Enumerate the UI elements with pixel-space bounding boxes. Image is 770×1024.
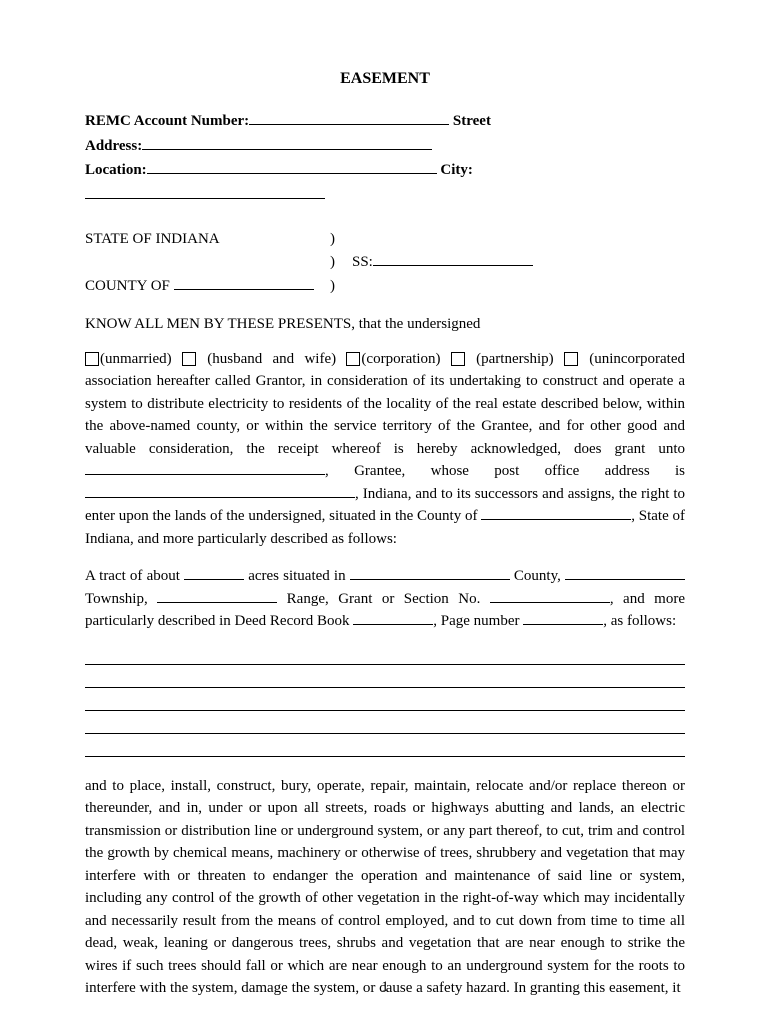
paren-1: ) <box>330 228 352 251</box>
document-title: EASEMENT <box>85 70 685 88</box>
address-blank[interactable] <box>142 135 432 150</box>
range-blank[interactable] <box>157 588 277 603</box>
township-blank[interactable] <box>565 566 685 581</box>
tract-a: A tract of about <box>85 568 184 584</box>
section-blank[interactable] <box>490 588 610 603</box>
tract-e: Range, Grant or Section No. <box>277 591 490 607</box>
checkbox-trailing[interactable] <box>564 352 578 366</box>
ss-blank[interactable] <box>373 251 533 266</box>
address-label: Address: <box>85 138 142 154</box>
tract-g: , Page number <box>433 613 523 629</box>
checkbox-husband-wife[interactable] <box>182 352 196 366</box>
county-row: COUNTY OF <box>85 275 330 298</box>
county-blank[interactable] <box>174 275 314 290</box>
jurat-spacer <box>85 251 330 274</box>
tract-b: acres situated in <box>244 568 350 584</box>
page-number: 1 <box>0 979 770 996</box>
location-label: Location: <box>85 162 147 178</box>
grantee-blank[interactable] <box>85 461 325 476</box>
location-blank[interactable] <box>147 160 437 175</box>
intro-line: KNOW ALL MEN BY THESE PRESENTS, that the… <box>85 316 685 333</box>
desc-line-4[interactable] <box>85 717 685 734</box>
city-label: City: <box>437 162 473 178</box>
desc-line-2[interactable] <box>85 671 685 688</box>
county-label: COUNTY OF <box>85 278 174 294</box>
county2-blank[interactable] <box>481 506 631 521</box>
desc-line-3[interactable] <box>85 694 685 711</box>
opt-unmarried: (unmarried) <box>100 351 182 367</box>
tract-c: County, <box>510 568 565 584</box>
desc-line-1[interactable] <box>85 648 685 665</box>
checkbox-unmarried[interactable] <box>85 352 99 366</box>
easement-body: and to place, install, construct, bury, … <box>85 775 685 1000</box>
tract-d: Township, <box>85 591 157 607</box>
street-label: Street <box>449 113 491 129</box>
tract-h: , as follows: <box>603 613 676 629</box>
header-block: REMC Account Number: Street Address: Loc… <box>85 110 685 206</box>
remc-label: REMC Account Number: <box>85 113 249 129</box>
page-blank[interactable] <box>523 611 603 626</box>
opt-husband-wife: (husband and wife) <box>197 351 346 367</box>
grantor-para: (unmarried) (husband and wife) (corporat… <box>85 348 685 551</box>
city-blank[interactable] <box>85 184 325 199</box>
state-label: STATE OF INDIANA <box>85 228 330 251</box>
acres-blank[interactable] <box>184 566 244 581</box>
jurat-block: STATE OF INDIANA ) ) SS: COUNTY OF ) <box>85 228 685 298</box>
po-blank[interactable] <box>85 483 355 498</box>
remc-blank[interactable] <box>249 111 449 126</box>
para1-b: , Grantee, whose post office address is <box>325 463 685 479</box>
paren-2: ) <box>330 251 352 274</box>
paren-3: ) <box>330 275 352 298</box>
situated-blank[interactable] <box>350 566 510 581</box>
desc-line-5[interactable] <box>85 740 685 757</box>
document-page: EASEMENT REMC Account Number: Street Add… <box>0 0 770 1024</box>
book-blank[interactable] <box>353 611 433 626</box>
checkbox-partnership[interactable] <box>451 352 465 366</box>
ss-label: SS: <box>352 251 373 274</box>
description-lines <box>85 648 685 757</box>
opt-corporation: (corporation) <box>361 351 450 367</box>
tract-para: A tract of about acres situated in Count… <box>85 565 685 633</box>
checkbox-corporation[interactable] <box>346 352 360 366</box>
opt-partnership: (partnership) <box>466 351 564 367</box>
